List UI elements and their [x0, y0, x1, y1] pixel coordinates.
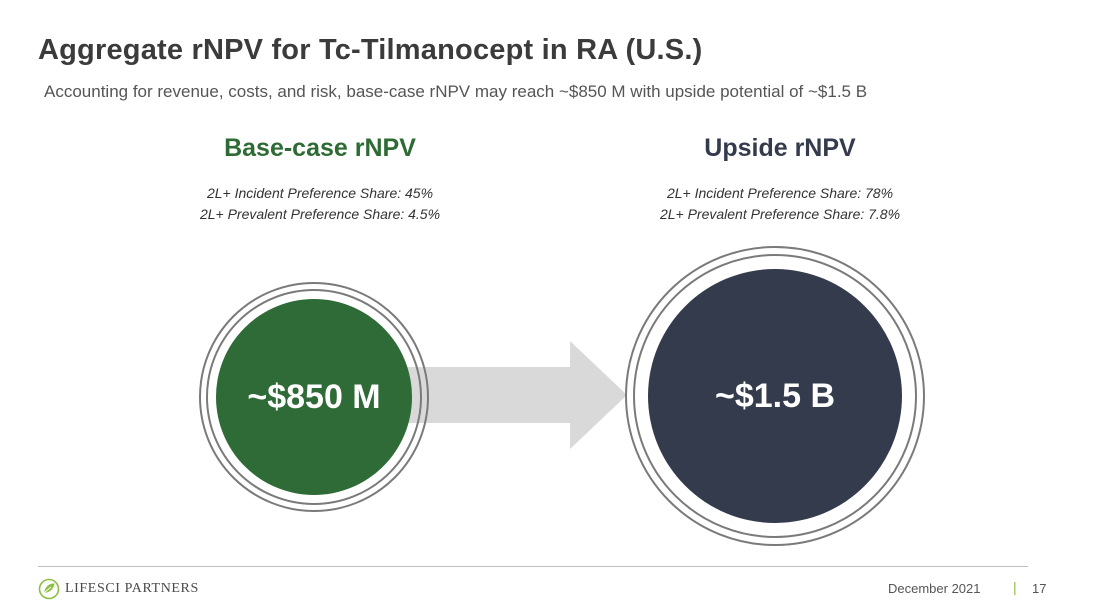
upside-value: ~$1.5 B: [714, 376, 836, 415]
base-case-outer-ring: [199, 282, 429, 512]
upside-inner-ring: [633, 254, 917, 538]
upside-assumption-incident: 2L+ Incident Preference Share: 78%: [666, 185, 894, 201]
footer-date: December 2021: [888, 581, 981, 596]
base-case-value-circle: ~$850 M: [216, 299, 412, 495]
base-case-inner-ring: [206, 289, 422, 505]
leaf-logo-icon: [38, 578, 60, 600]
upside-value-circle: ~$1.5 B: [648, 269, 902, 523]
upside-heading: Upside rNPV: [704, 134, 856, 162]
upside-outer-ring: [625, 246, 925, 546]
footer-separator: |: [1013, 579, 1017, 595]
upside-assumption-prevalent: 2L+ Prevalent Preference Share: 7.8%: [659, 206, 901, 222]
slide-title: Aggregate rNPV for Tc-Tilmanocept in RA …: [38, 34, 703, 66]
base-case-assumption-prevalent: 2L+ Prevalent Preference Share: 4.5%: [199, 206, 441, 222]
page-number: 17: [1032, 581, 1047, 596]
upside-assumptions: 2L+ Incident Preference Share: 78% 2L+ P…: [600, 183, 960, 225]
base-case-assumptions: 2L+ Incident Preference Share: 45% 2L+ P…: [140, 183, 500, 225]
footer-divider: [38, 566, 1028, 567]
logo-wordmark: LIFESCI PARTNERS: [65, 581, 199, 596]
slide-subtitle: Accounting for revenue, costs, and risk,…: [44, 82, 868, 101]
base-case-heading: Base-case rNPV: [224, 134, 416, 162]
base-case-assumption-incident: 2L+ Incident Preference Share: 45%: [206, 185, 434, 201]
base-case-value: ~$850 M: [247, 377, 381, 416]
company-logo: LIFESCI PARTNERS: [38, 578, 199, 600]
